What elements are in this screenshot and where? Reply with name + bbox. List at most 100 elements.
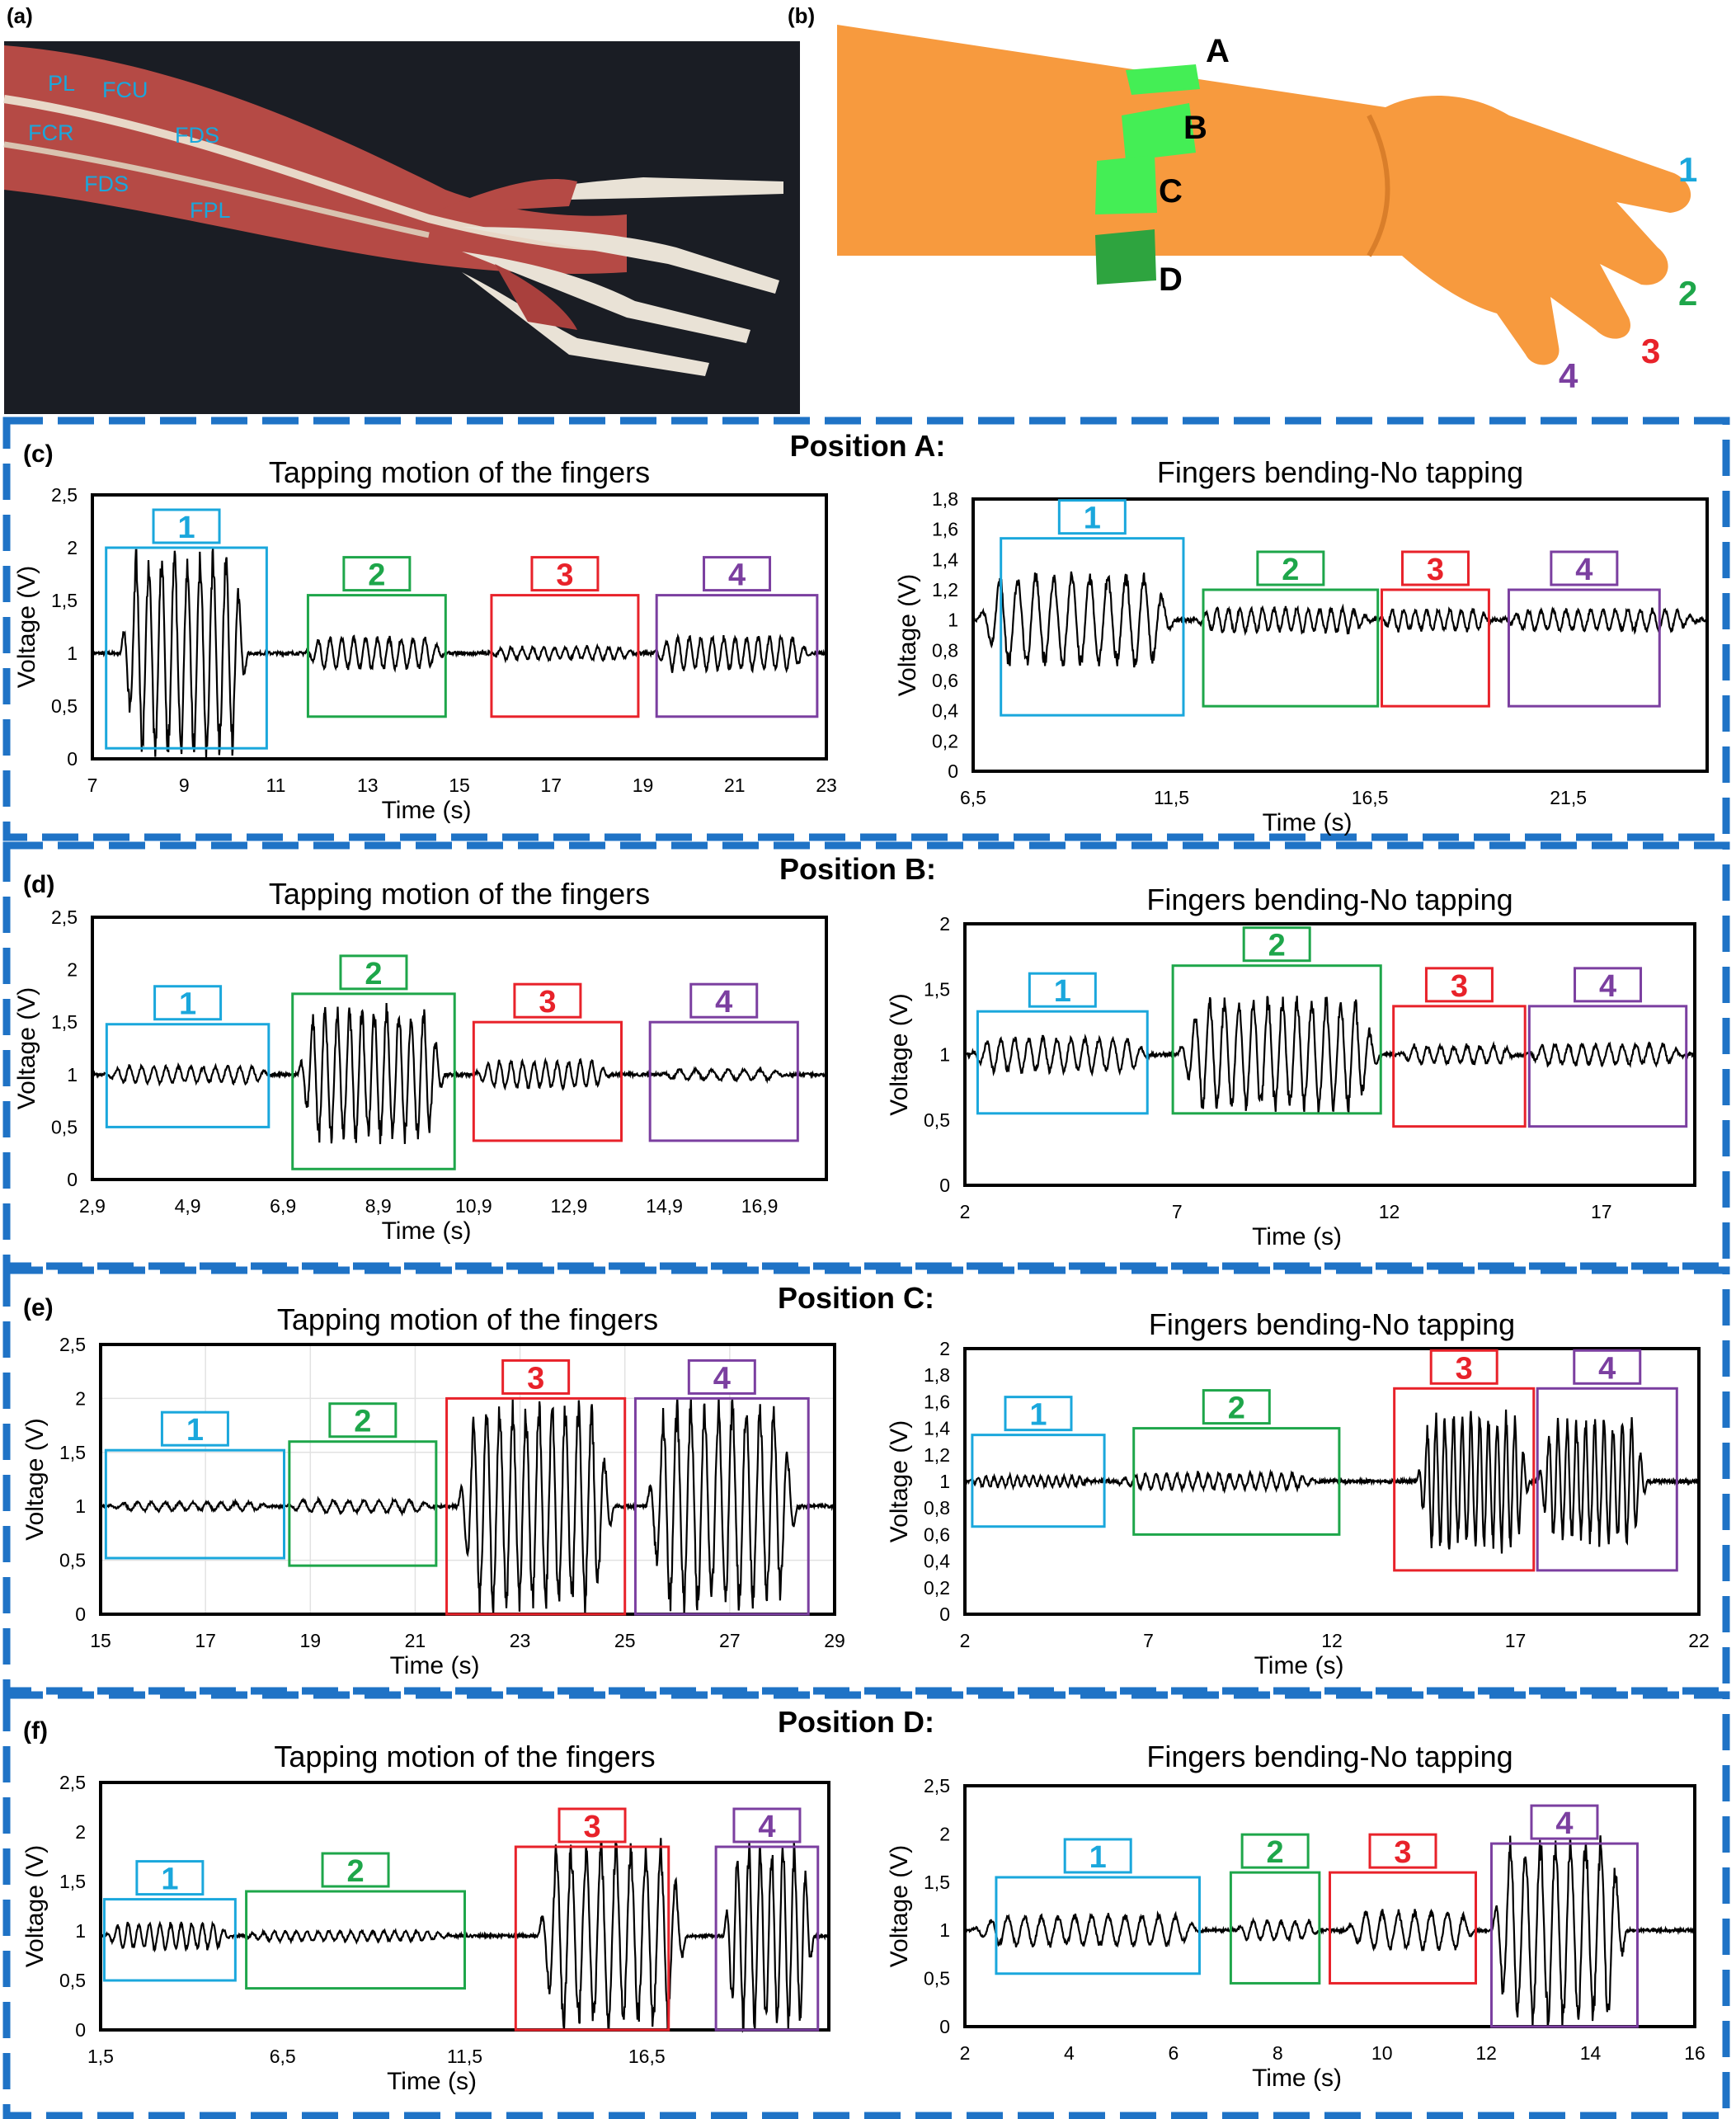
- section-frames: [2, 417, 1730, 2119]
- y-tick-label: 2: [75, 1821, 86, 1843]
- panel-a: (a) PL FCU FCR FDS FDS FPL: [3, 3, 800, 414]
- finger-box-tag: [135, 1860, 205, 1896]
- y-tick-label: 2: [67, 959, 78, 981]
- signal-line: [964, 996, 1696, 1115]
- y-tick-label: 1,5: [924, 978, 950, 1000]
- finger-box-tag: [152, 508, 221, 544]
- finger-box-label: 3: [527, 1361, 544, 1396]
- x-tick-label: 17: [1591, 1201, 1612, 1222]
- finger-box-label: 2: [1282, 553, 1299, 587]
- y-tick-label: 2: [939, 1823, 950, 1844]
- plot-area: [91, 916, 828, 1181]
- x-tick-label: 2: [960, 1630, 971, 1651]
- finger-box: [995, 1876, 1201, 1975]
- y-tick-label: 2: [67, 537, 78, 558]
- y-tick-label: 0,6: [924, 1523, 950, 1545]
- y-tick-label: 1: [75, 1920, 86, 1942]
- x-tick-label: 7: [1172, 1201, 1183, 1222]
- y-tick-label: 1: [939, 1471, 950, 1492]
- finger-box-label: 2: [346, 1854, 364, 1889]
- finger-box-tag: [1429, 1349, 1498, 1385]
- y-tick-label: 1,5: [51, 590, 78, 611]
- finger-box-label: 1: [1029, 1398, 1047, 1433]
- finger-box-label: 1: [186, 1413, 204, 1448]
- finger-box-label: 1: [1054, 974, 1071, 1009]
- panel-b-label: (b): [788, 3, 815, 28]
- muscle-label: FPL: [190, 198, 231, 223]
- finger-box-tag: [1004, 1396, 1073, 1432]
- x-tick-label: 16,5: [1352, 787, 1389, 808]
- y-tick-label: 1,4: [924, 1418, 950, 1439]
- x-tick-label: 6,5: [960, 787, 986, 808]
- finger-box-tag: [689, 982, 759, 1019]
- finger-box-tag: [557, 1807, 627, 1844]
- signal-line: [91, 548, 827, 759]
- x-tick-label: 12,9: [551, 1195, 588, 1217]
- y-tick-label: 0,5: [924, 1968, 950, 1990]
- y-tick-label: 2: [75, 1387, 86, 1409]
- finger-box: [1329, 1871, 1477, 1985]
- position-title: Position B:: [779, 852, 936, 886]
- finger-box-label: 1: [1084, 501, 1101, 536]
- sensor-label: A: [1206, 33, 1230, 69]
- x-axis-label: Time (s): [382, 797, 472, 824]
- x-tick-label: 19: [299, 1630, 321, 1651]
- finger-box-label: 2: [1228, 1391, 1245, 1426]
- signal-line: [972, 571, 1709, 668]
- finger-box-label: 4: [715, 985, 732, 1019]
- finger-box: [1381, 588, 1490, 708]
- chart-title: Tapping motion of the fingers: [277, 1302, 658, 1336]
- finger-box: [1202, 588, 1380, 708]
- x-axis-label: Time (s): [1252, 2065, 1342, 2092]
- y-tick-label: 1: [75, 1495, 86, 1517]
- y-tick-label: 2: [939, 1338, 950, 1359]
- x-tick-label: 29: [824, 1630, 845, 1651]
- finger-box: [490, 594, 640, 718]
- finger-label: 4: [1559, 356, 1578, 395]
- finger-box-tag: [1256, 550, 1325, 586]
- y-tick-label: 2: [939, 913, 950, 935]
- y-tick-label: 2,5: [59, 1334, 86, 1355]
- x-tick-label: 11,5: [1154, 787, 1189, 808]
- section-frame-c: [2, 1266, 1730, 1695]
- x-tick-label: 6,5: [270, 2046, 296, 2067]
- y-tick-label: 0: [939, 1175, 950, 1196]
- x-tick-label: 6,9: [270, 1195, 296, 1217]
- finger-box-tag: [1202, 1389, 1271, 1425]
- y-tick-label: 0,5: [59, 1970, 86, 1991]
- y-tick-label: 2,5: [924, 1775, 950, 1796]
- x-tick-label: 21: [724, 775, 746, 796]
- finger-box-label: 3: [1451, 969, 1468, 1004]
- finger-box-tag: [160, 1410, 229, 1447]
- finger-box-tag: [328, 1402, 398, 1439]
- finger-box-label: 2: [368, 558, 385, 593]
- y-tick-label: 0: [948, 760, 958, 782]
- finger-box-label: 4: [713, 1361, 731, 1396]
- x-axis-label: Time (s): [1252, 1223, 1342, 1250]
- x-tick-label: 1,5: [87, 2046, 114, 2067]
- x-tick-label: 17: [1505, 1630, 1527, 1651]
- y-tick-label: 0: [67, 1169, 78, 1190]
- x-tick-label: 2: [960, 1201, 971, 1222]
- y-axis-label: Voltage (V): [886, 1845, 913, 1967]
- finger-box: [1507, 588, 1661, 708]
- y-tick-label: 1,4: [932, 549, 958, 570]
- y-tick-label: 0: [75, 2019, 86, 2041]
- sensor-label: D: [1159, 261, 1183, 298]
- x-tick-label: 17: [540, 775, 562, 796]
- y-axis-label: Voltage (V): [21, 1418, 49, 1540]
- finger-box: [102, 1898, 237, 1982]
- signal-line: [100, 1397, 835, 1615]
- x-tick-label: 12: [1379, 1201, 1400, 1222]
- x-tick-label: 8,9: [365, 1195, 392, 1217]
- finger-box-tag: [1057, 499, 1127, 535]
- muscle-label: PL: [48, 71, 75, 96]
- finger-box-label: 3: [539, 985, 556, 1019]
- finger-box: [1489, 1842, 1639, 2028]
- y-tick-label: 2,5: [59, 1772, 86, 1793]
- finger-box: [104, 1448, 285, 1560]
- y-tick-label: 0: [939, 2016, 950, 2037]
- y-tick-label: 0,2: [932, 730, 958, 751]
- chart-e-tap: Tapping motion of the fingers 0 0,5 1 1,5 2 2,…: [21, 1302, 845, 1679]
- y-axis-label: Voltage (V): [21, 1845, 49, 1967]
